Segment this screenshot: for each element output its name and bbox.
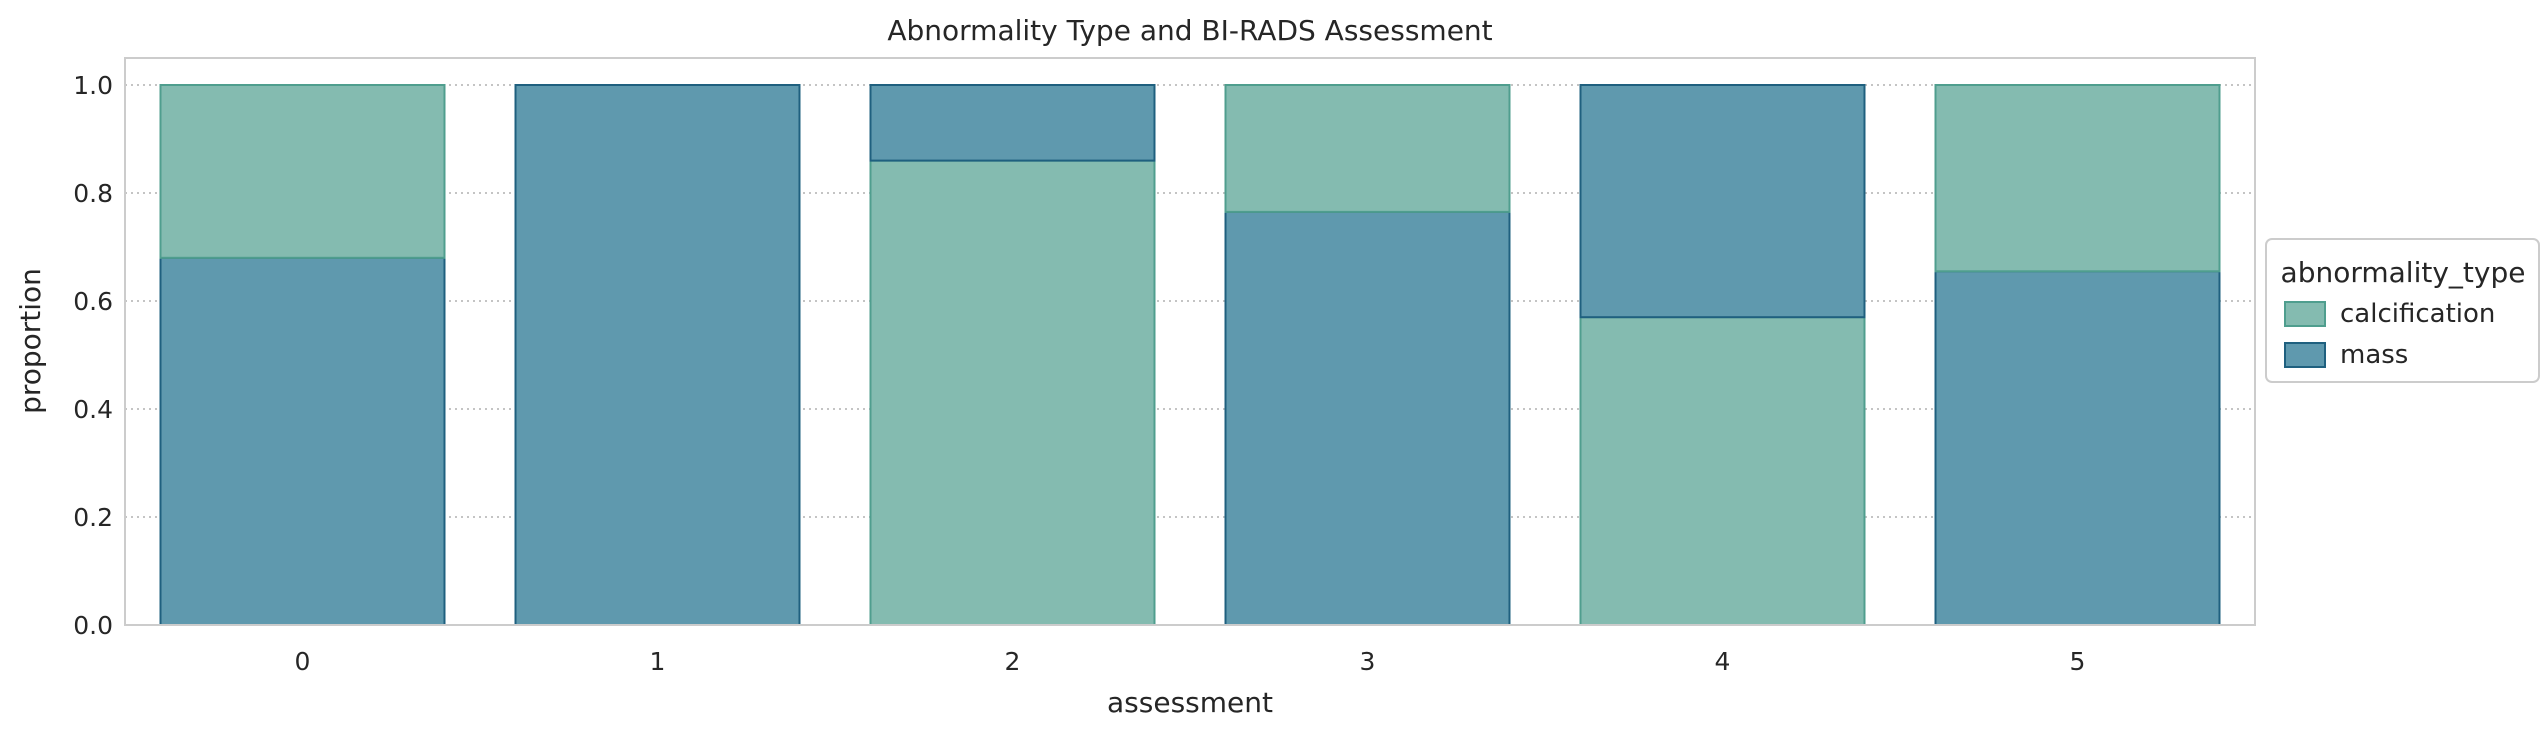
y-tick-label: 0.6 — [73, 287, 113, 316]
bar-layer — [159, 84, 2221, 626]
y-tick-label: 0.8 — [73, 179, 113, 208]
y-tick-label: 1.0 — [73, 71, 113, 100]
bar-mass-2 — [869, 84, 1156, 162]
bar-calcification-5 — [1934, 84, 2221, 273]
legend-swatch-calcification — [2284, 301, 2326, 327]
x-tick-label: 1 — [650, 647, 666, 676]
x-tick-label: 4 — [1715, 647, 1731, 676]
bar-calcification-0 — [159, 84, 446, 259]
legend-title: abnormality_type — [2281, 256, 2526, 289]
x-tick-label: 5 — [2070, 647, 2086, 676]
y-tick-label: 0.4 — [73, 395, 113, 424]
y-tick-label: 0.0 — [73, 611, 113, 640]
plot-frame — [124, 57, 2256, 626]
grid-layer — [125, 84, 2255, 518]
bar-mass-1 — [514, 84, 801, 626]
bar-mass-3 — [1224, 210, 1511, 626]
bar-mass-0 — [159, 256, 446, 626]
x-tick-label: 0 — [295, 647, 311, 676]
bar-calcification-2 — [869, 159, 1156, 626]
bar-calcification-4 — [1579, 316, 1866, 626]
chart-title: Abnormality Type and BI-RADS Assessment — [887, 14, 1492, 47]
legend: abnormality_type calcification mass — [2265, 238, 2540, 383]
legend-label-mass: mass — [2340, 340, 2408, 370]
y-tick-label: 0.2 — [73, 503, 113, 532]
y-axis-label: proportion — [14, 268, 47, 414]
x-tick-label: 3 — [1360, 647, 1376, 676]
legend-frame — [2265, 238, 2540, 383]
y-tick-labels: 0.0 0.2 0.4 0.6 0.8 1.0 — [73, 71, 113, 640]
x-axis-label: assessment — [1107, 686, 1273, 719]
bar-mass-4 — [1579, 84, 1866, 319]
bar-calcification-3 — [1224, 84, 1511, 213]
x-tick-label: 2 — [1005, 647, 1021, 676]
x-tick-labels: 0 1 2 3 4 5 — [295, 647, 2086, 676]
legend-swatch-mass — [2284, 342, 2326, 368]
legend-label-calcification: calcification — [2340, 299, 2495, 329]
bar-mass-5 — [1934, 270, 2221, 626]
